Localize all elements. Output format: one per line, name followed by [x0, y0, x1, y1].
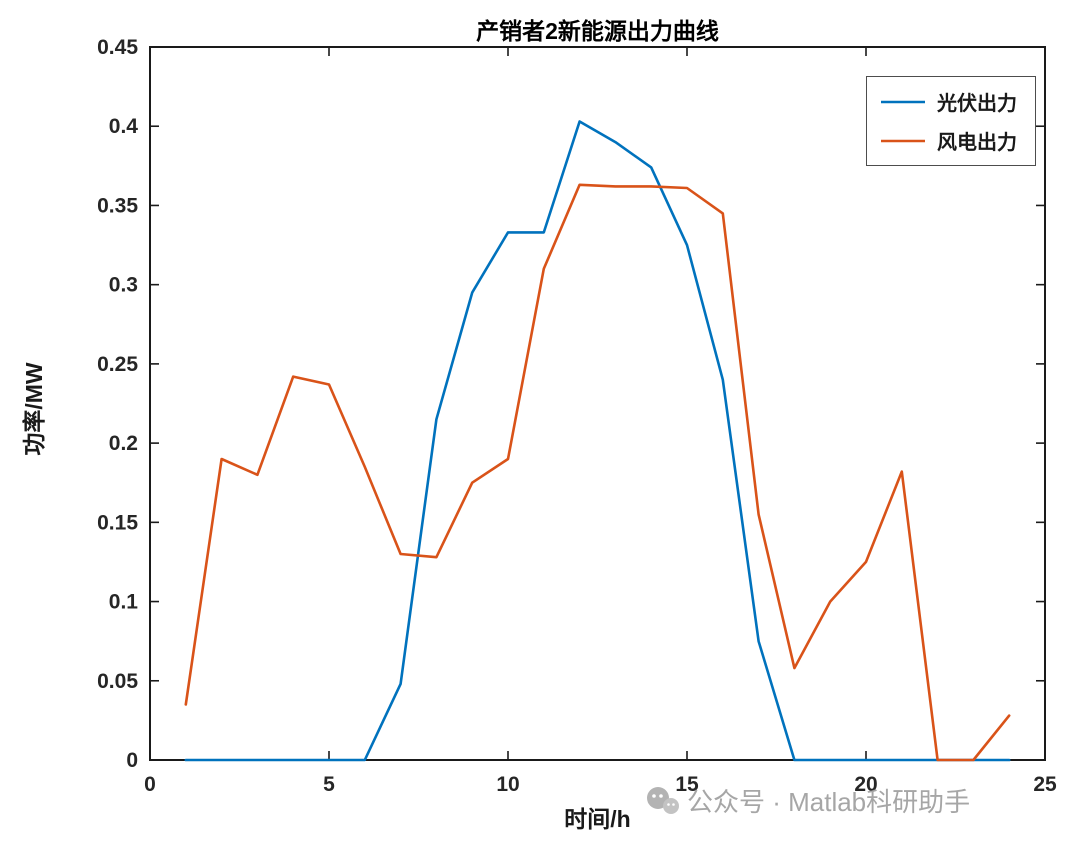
y-tick-label: 0 [126, 749, 138, 772]
legend-label: 风电出力 [937, 132, 1017, 154]
x-tick-label: 20 [854, 773, 877, 796]
y-tick-label: 0.3 [109, 274, 138, 297]
y-axis-label: 功率/MW [21, 362, 47, 456]
legend-item-pv: 光伏出力 [879, 87, 1017, 116]
legend-line-swatch [881, 139, 925, 142]
legend-label: 光伏出力 [937, 93, 1017, 115]
x-tick-label: 5 [323, 773, 335, 796]
y-tick-label: 0.45 [97, 36, 138, 59]
x-tick-label: 15 [675, 773, 699, 796]
chart-title: 产销者2新能源出力曲线 [476, 18, 719, 44]
y-tick-label: 0.25 [97, 353, 138, 376]
series-line [184, 183, 1011, 762]
y-tick-label: 0.05 [97, 670, 138, 693]
y-tick-label: 0.4 [109, 115, 139, 138]
axes-box [149, 46, 1046, 761]
x-tick-label: 10 [496, 773, 519, 796]
x-tick-label: 25 [1033, 773, 1057, 796]
y-tick-label: 0.15 [97, 511, 138, 534]
y-tick-label: 0.35 [97, 194, 138, 217]
x-tick-label: 0 [144, 773, 156, 796]
legend-item-wind: 风电出力 [879, 126, 1017, 155]
x-axis-label: 时间/h [564, 806, 631, 832]
series-line [184, 120, 1011, 762]
watermark-text: 公众号 · Matlab科研助手 [687, 787, 971, 817]
y-tick-label: 0.1 [109, 591, 139, 614]
legend-line-swatch [881, 100, 925, 103]
y-tick-label: 0.2 [109, 432, 138, 455]
legend: 光伏出力 风电出力 [866, 76, 1036, 166]
wechat-icon [647, 786, 679, 814]
watermark: 公众号 · Matlab科研助手 [645, 782, 970, 819]
